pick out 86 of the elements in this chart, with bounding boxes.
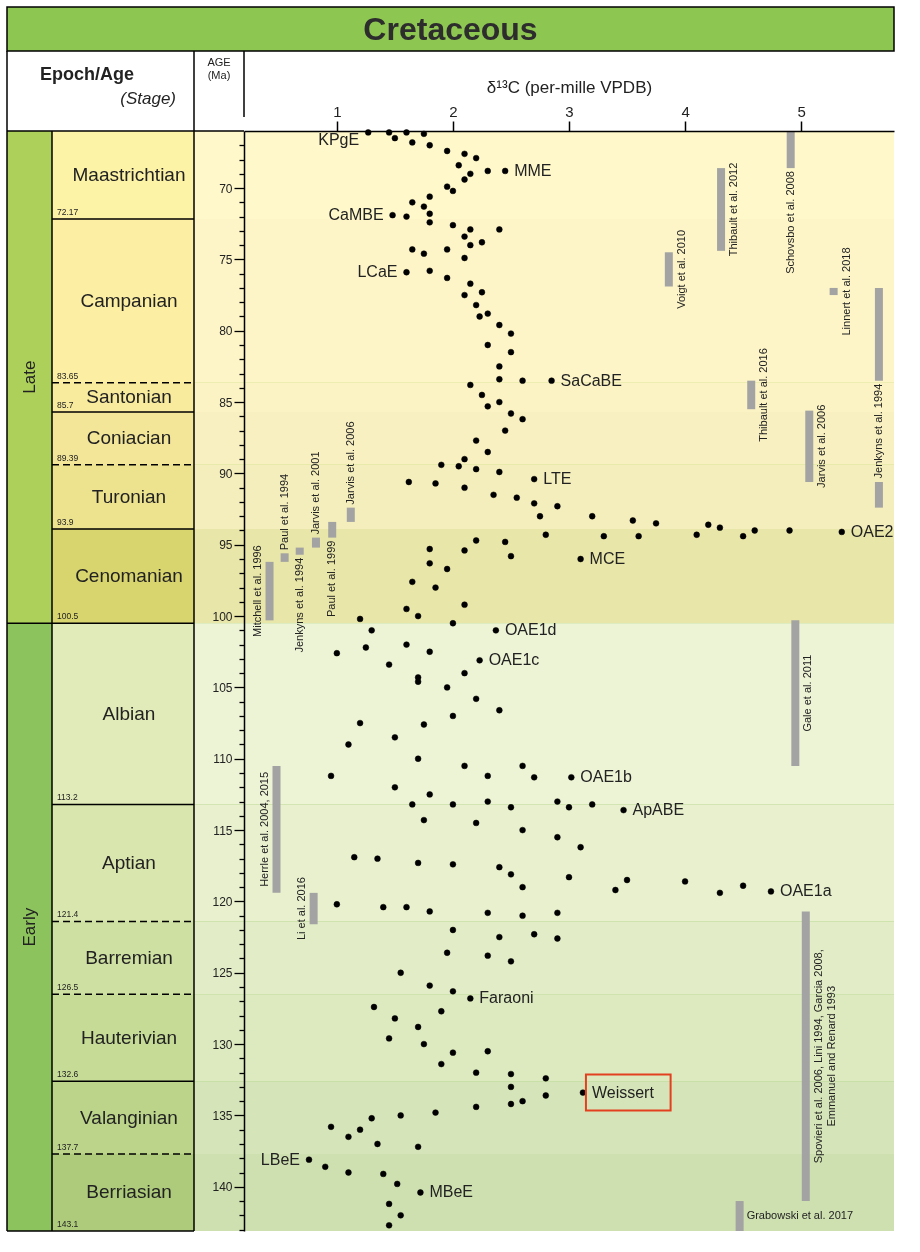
- x-tick-label: 4: [681, 102, 690, 120]
- y-tick-label: 135: [212, 1108, 233, 1123]
- band-label: Maastrichtian: [72, 164, 186, 186]
- x-tick-label: 1: [333, 102, 342, 120]
- ref-line-label: 85.7: [57, 400, 74, 411]
- x-tick-label: 2: [449, 102, 458, 120]
- y-tick-label: 120: [212, 894, 233, 909]
- band-label: Late: [19, 360, 39, 394]
- annotation: OAE1c: [488, 651, 540, 669]
- y-tick-label: 75: [219, 252, 233, 267]
- annotation: CaMBE: [328, 206, 384, 224]
- text: Gale et al. 2011: [801, 654, 814, 732]
- annotation: MME: [514, 161, 552, 179]
- x-axis-title: δ¹³C (per-mille VPDB): [486, 77, 653, 97]
- text: Paul et al. 1999: [325, 540, 338, 618]
- ref-line-label: 100.5: [57, 611, 79, 622]
- ref-line-label: 126.5: [57, 982, 79, 993]
- text: Spovieri et al. 2006, Lini 1994, Garcia 2008, Emmanuel and Renard 1993: [811, 949, 837, 1164]
- x-tick-label: 3: [565, 102, 574, 120]
- band-label: Aptian: [102, 851, 156, 873]
- series-label: Grabowski et al. 2017: [746, 1209, 854, 1222]
- y-tick-label: 110: [213, 752, 233, 767]
- ref-line-label: 137.7: [57, 1141, 79, 1152]
- text: Thibault et al. 2016: [757, 348, 770, 442]
- annotation: SaCaBE: [560, 371, 622, 389]
- band-label: Valanginian: [80, 1106, 178, 1128]
- text: Jarvis et al. 2006: [343, 421, 356, 505]
- band-label: Berriasian: [86, 1181, 172, 1203]
- y-tick-label: 80: [219, 324, 233, 339]
- annotation: OAE2: [850, 522, 894, 540]
- ref-line-label: 132.6: [57, 1069, 79, 1080]
- text: Li et al. 2016: [294, 877, 307, 941]
- annotation: ApABE: [632, 801, 685, 819]
- y-tick-label: 95: [219, 538, 233, 553]
- band-label: Turonian: [91, 485, 167, 507]
- annotation: LBeE: [260, 1150, 300, 1168]
- ref-line-label: 93.9: [57, 517, 74, 528]
- y-tick-label: 140: [212, 1180, 233, 1195]
- band-label: Albian: [102, 702, 156, 724]
- band-label: Santonian: [86, 386, 172, 408]
- y-tick-label: 70: [219, 181, 233, 196]
- text: Herrle et al. 2004, 2015: [257, 771, 270, 887]
- band-label: Barremian: [85, 946, 173, 968]
- band-label: Coniacian: [86, 427, 172, 449]
- annotation: Faraoni: [479, 989, 534, 1007]
- text: Thibault et al. 2012: [727, 162, 740, 257]
- y-tick-label: 130: [212, 1037, 233, 1052]
- ref-line-label: 72.17: [57, 207, 79, 218]
- x-tick-label: 5: [797, 102, 806, 120]
- text: Jenkyns et al. 1994: [292, 557, 305, 653]
- ref-line-label: 89.39: [57, 452, 79, 463]
- text: Epoch/Age: [39, 64, 135, 84]
- y-tick-label: 85: [219, 395, 233, 410]
- annotation: LCaE: [357, 263, 398, 281]
- annotation: MCE: [589, 550, 626, 568]
- text: Jarvis et al. 2006: [815, 404, 828, 488]
- ref-line-label: 121.4: [57, 909, 79, 920]
- ref-line-label: 143.1: [57, 1219, 79, 1229]
- annotation: Weissert: [591, 1083, 655, 1101]
- y-tick-label: 125: [212, 966, 233, 981]
- y-tick-label: 100: [212, 609, 233, 624]
- annotation: OAE1b: [580, 768, 633, 786]
- y-tick-label: 90: [219, 466, 233, 481]
- band-label: Cenomanian: [75, 565, 183, 587]
- band-label: Hauterivian: [80, 1026, 178, 1048]
- ref-line-label: 113.2: [57, 792, 78, 803]
- annotation: OAE1a: [779, 882, 832, 900]
- annotation: KPgE: [318, 131, 360, 148]
- text: (Stage): [120, 89, 176, 108]
- annotation: MBeE: [429, 1183, 474, 1201]
- chart-title: Cretaceous: [363, 11, 538, 47]
- y-tick-label: 105: [212, 680, 233, 695]
- text: Mitchell et al. 1996: [250, 545, 263, 637]
- y-axis-title: AGE (Ma): [207, 56, 231, 81]
- text: Schovsbo et al. 2008: [783, 171, 796, 274]
- text: Linnert et al. 2018: [839, 247, 852, 336]
- text: Jenkyns et al. 1994: [871, 383, 884, 479]
- band-label: Campanian: [80, 289, 178, 311]
- text: Voigt et al. 2010: [674, 229, 687, 309]
- ref-line-label: 83.65: [57, 370, 79, 381]
- band-label: Early: [19, 907, 39, 947]
- annotation: OAE1d: [504, 621, 557, 639]
- text: Jarvis et al. 2001: [308, 451, 321, 535]
- y-tick-label: 115: [213, 823, 233, 838]
- annotation: LTE: [543, 470, 572, 488]
- text: Paul et al. 1994: [277, 473, 290, 551]
